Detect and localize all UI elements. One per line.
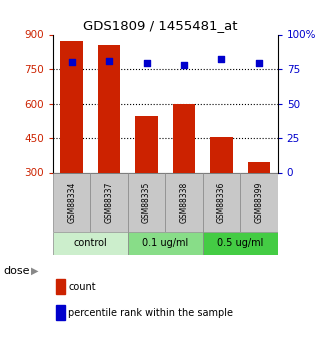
Text: 0.5 ug/ml: 0.5 ug/ml [217,238,264,248]
Point [181,62,187,68]
Bar [248,162,270,172]
Bar [128,172,165,231]
Text: GSM88399: GSM88399 [255,181,264,223]
Bar [165,172,203,231]
Text: dose: dose [3,266,30,276]
Bar [60,41,83,172]
Bar [135,116,158,172]
Text: ▶: ▶ [30,266,38,276]
Point [69,59,74,65]
Text: GSM88338: GSM88338 [179,181,188,223]
Bar [210,137,233,172]
Point [107,58,112,63]
Bar [98,45,120,172]
Text: percentile rank within the sample: percentile rank within the sample [68,308,233,317]
Text: count: count [68,282,96,292]
Bar [53,231,128,255]
Point [144,61,149,66]
Text: GSM88334: GSM88334 [67,181,76,223]
Text: control: control [74,238,107,248]
Bar [203,172,240,231]
Text: GDS1809 / 1455481_at: GDS1809 / 1455481_at [83,19,238,32]
Text: GSM88336: GSM88336 [217,181,226,223]
Point [256,61,262,66]
Text: GSM88337: GSM88337 [105,181,114,223]
Bar [173,104,195,172]
Text: GSM88335: GSM88335 [142,181,151,223]
Bar [240,172,278,231]
Bar [91,172,128,231]
Point [219,57,224,62]
Bar [128,231,203,255]
Bar [53,172,91,231]
Text: 0.1 ug/ml: 0.1 ug/ml [142,238,188,248]
Bar [203,231,278,255]
